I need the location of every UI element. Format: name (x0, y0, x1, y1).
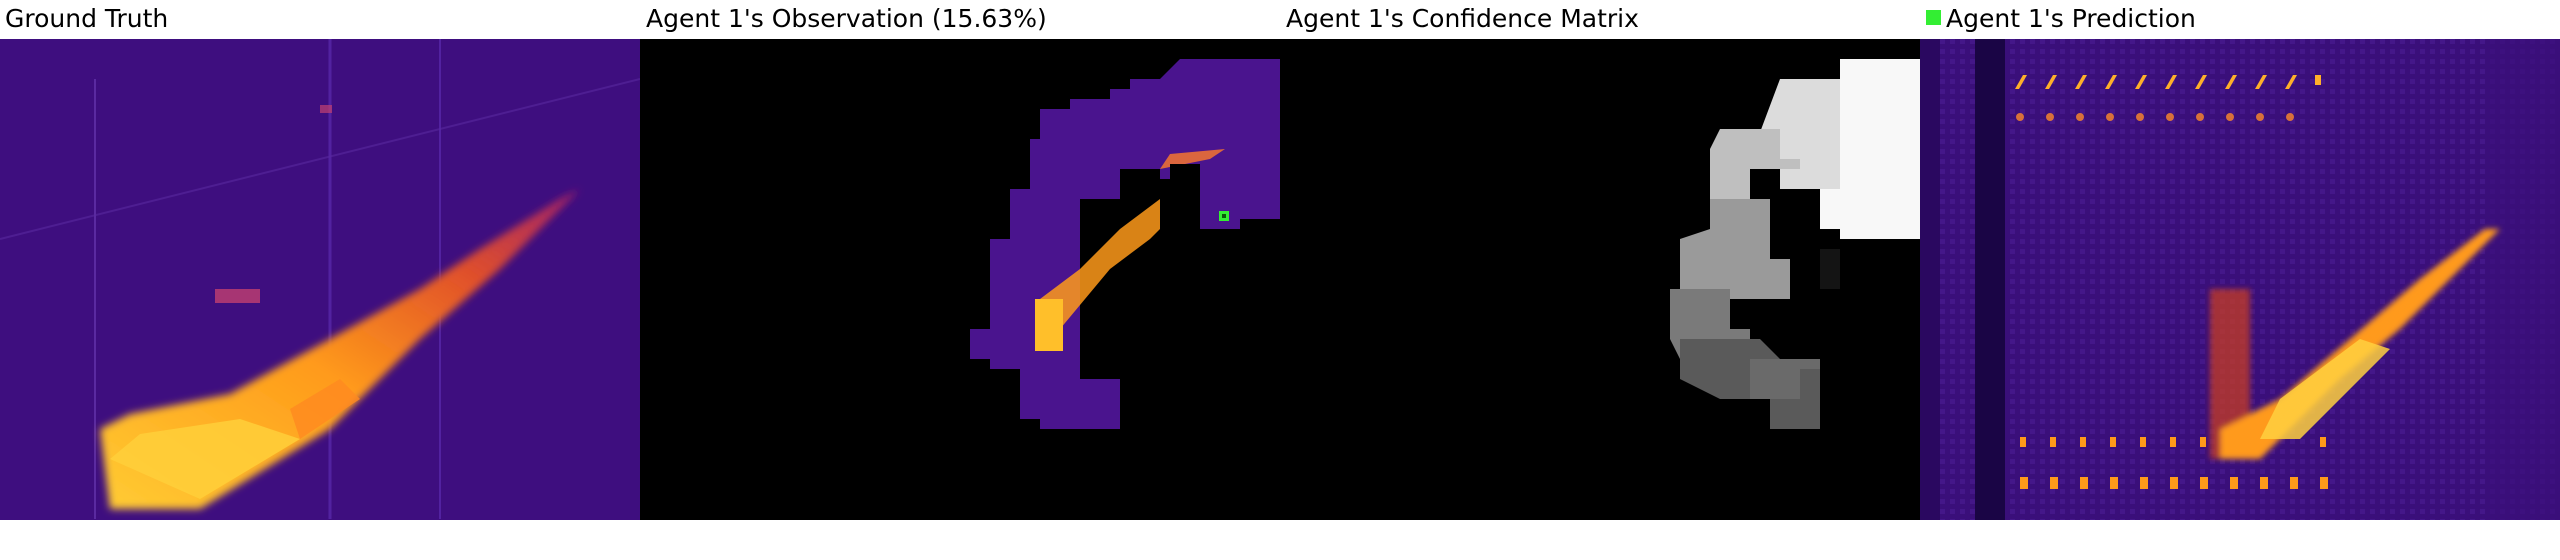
ground-truth-image (0, 39, 640, 520)
confidence-matrix-title: Agent 1's Confidence Matrix (1286, 4, 1639, 33)
ground-truth-title: Ground Truth (5, 4, 169, 33)
prediction-legend-swatch (1926, 10, 1941, 25)
observation-image (640, 39, 1280, 520)
prediction-title: Agent 1's Prediction (1946, 4, 2196, 33)
confidence-matrix-image (1280, 39, 1920, 520)
prediction-image (1920, 39, 2560, 520)
observation-title: Agent 1's Observation (15.63%) (646, 4, 1047, 33)
